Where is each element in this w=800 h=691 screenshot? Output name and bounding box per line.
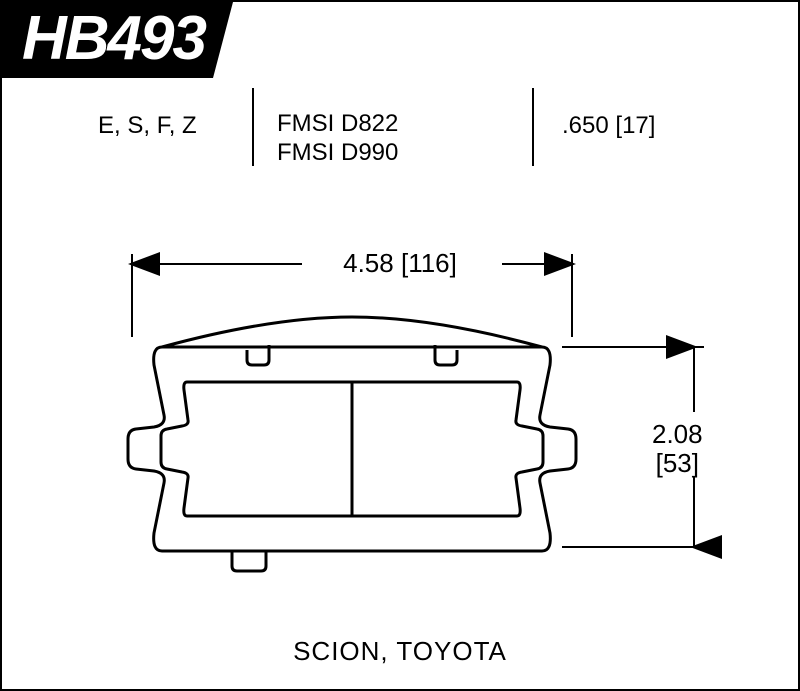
brake-pad-drawing	[2, 2, 798, 689]
vehicle-fitment: SCION, TOYOTA	[2, 636, 798, 667]
spec-sheet: HB493 E, S, F, Z FMSI D822 FMSI D990 .65…	[0, 0, 800, 691]
